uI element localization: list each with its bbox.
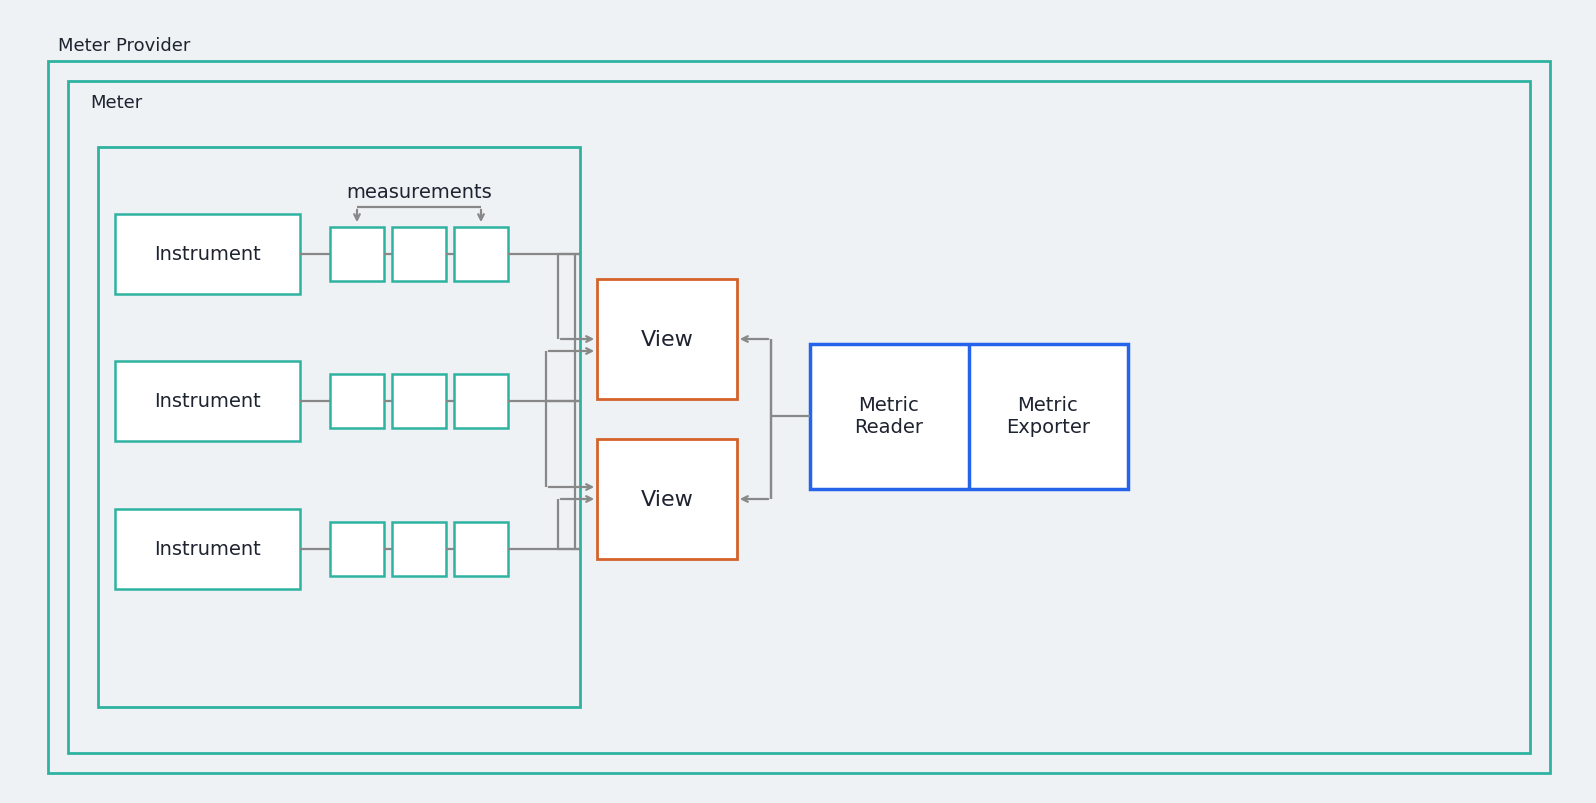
Bar xyxy=(393,374,445,429)
Bar xyxy=(453,374,508,429)
Bar xyxy=(393,522,445,577)
Text: Meter: Meter xyxy=(89,94,142,112)
Bar xyxy=(811,344,1128,489)
Text: Instrument: Instrument xyxy=(153,540,260,559)
Bar xyxy=(453,228,508,282)
Bar xyxy=(330,228,385,282)
Bar xyxy=(330,374,385,429)
Bar xyxy=(115,509,300,589)
Text: View: View xyxy=(640,329,693,349)
Bar xyxy=(330,522,385,577)
Bar xyxy=(69,82,1531,753)
Text: Instrument: Instrument xyxy=(153,392,260,411)
Text: Instrument: Instrument xyxy=(153,245,260,264)
Bar xyxy=(597,279,737,400)
Bar xyxy=(48,62,1550,773)
Text: Metric
Reader: Metric Reader xyxy=(854,396,924,437)
Bar xyxy=(597,439,737,560)
Bar xyxy=(393,228,445,282)
Text: View: View xyxy=(640,489,693,509)
Bar xyxy=(115,214,300,295)
Bar xyxy=(115,361,300,442)
Text: Meter Provider: Meter Provider xyxy=(57,37,190,55)
Text: Metric
Exporter: Metric Exporter xyxy=(1005,396,1090,437)
Text: measurements: measurements xyxy=(346,183,492,202)
Bar xyxy=(453,522,508,577)
Bar xyxy=(97,148,579,707)
